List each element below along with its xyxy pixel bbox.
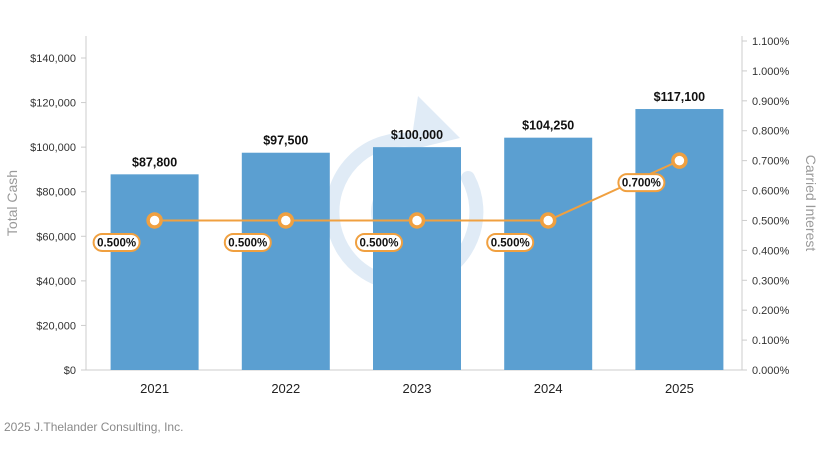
line-point [277, 212, 295, 229]
bar-value-label: $100,000 [391, 128, 443, 142]
y2-tick-label: 0.400% [752, 245, 790, 257]
y2-tick-label: 0.700% [752, 156, 790, 168]
x-tick-label: 2021 [140, 381, 169, 396]
y2-tick-label: 0.800% [752, 126, 790, 138]
bar-value-label: $104,250 [522, 119, 574, 133]
y-tick-label: $60,000 [36, 231, 76, 243]
y2-tick-label: 0.600% [752, 186, 790, 198]
label-pill [92, 232, 141, 252]
y2-axis-title: Carried Interest [803, 155, 819, 252]
y2-tick-label: 1.100% [752, 36, 790, 48]
bar [373, 147, 461, 370]
label-text: 0.500% [491, 237, 530, 249]
y-tick-label: $80,000 [36, 187, 76, 199]
y2-tick-label: 0.500% [752, 215, 790, 227]
line-value-label: 0.500% [92, 232, 141, 252]
y2-tick-label: 0.900% [752, 96, 790, 108]
line-value-label: 0.500% [355, 232, 403, 252]
line-point [146, 212, 163, 229]
line-point [539, 212, 557, 229]
footer-copyright: 2025 J.Thelander Consulting, Inc. [4, 420, 184, 434]
y2-tick-label: 0.200% [752, 305, 790, 317]
y-axis-title: Total Cash [4, 170, 20, 236]
label-text: 0.500% [97, 237, 136, 249]
x-tick-label: 2025 [665, 381, 694, 396]
y-tick-label: $20,000 [36, 320, 76, 332]
y-tick-label: $140,000 [30, 53, 76, 65]
bar-value-label: $117,100 [654, 90, 705, 104]
label-pill [355, 232, 403, 252]
y2-tick-label: 1.000% [752, 66, 790, 78]
bar [241, 152, 330, 370]
label-pill [617, 173, 666, 193]
y2-tick-label: 0.300% [752, 275, 790, 287]
y-tick-label: $0 [64, 365, 76, 377]
bar-value-label: $87,800 [132, 155, 177, 169]
bar [504, 137, 593, 370]
bar [635, 109, 724, 370]
bar-value-label: $97,500 [263, 134, 308, 148]
line-point [408, 212, 426, 229]
y-tick-label: $100,000 [30, 142, 76, 154]
line-point [671, 152, 688, 169]
line-value-label: 0.500% [486, 232, 535, 252]
y-tick-label: $40,000 [36, 276, 76, 288]
x-tick-label: 2024 [534, 381, 563, 396]
y-tick-label: $120,000 [30, 98, 76, 110]
x-tick-label: 2022 [271, 381, 300, 396]
label-text: 0.500% [228, 237, 267, 249]
label-pill [223, 232, 272, 252]
line-value-label: 0.700% [617, 173, 666, 193]
label-text: 0.700% [622, 178, 661, 190]
line-value-label: 0.500% [223, 232, 272, 252]
x-tick-label: 2023 [403, 381, 432, 396]
bar [110, 174, 199, 370]
y2-tick-label: 0.100% [752, 335, 790, 347]
label-pill [486, 232, 535, 252]
label-text: 0.500% [359, 237, 398, 249]
y2-tick-label: 0.000% [752, 365, 790, 377]
